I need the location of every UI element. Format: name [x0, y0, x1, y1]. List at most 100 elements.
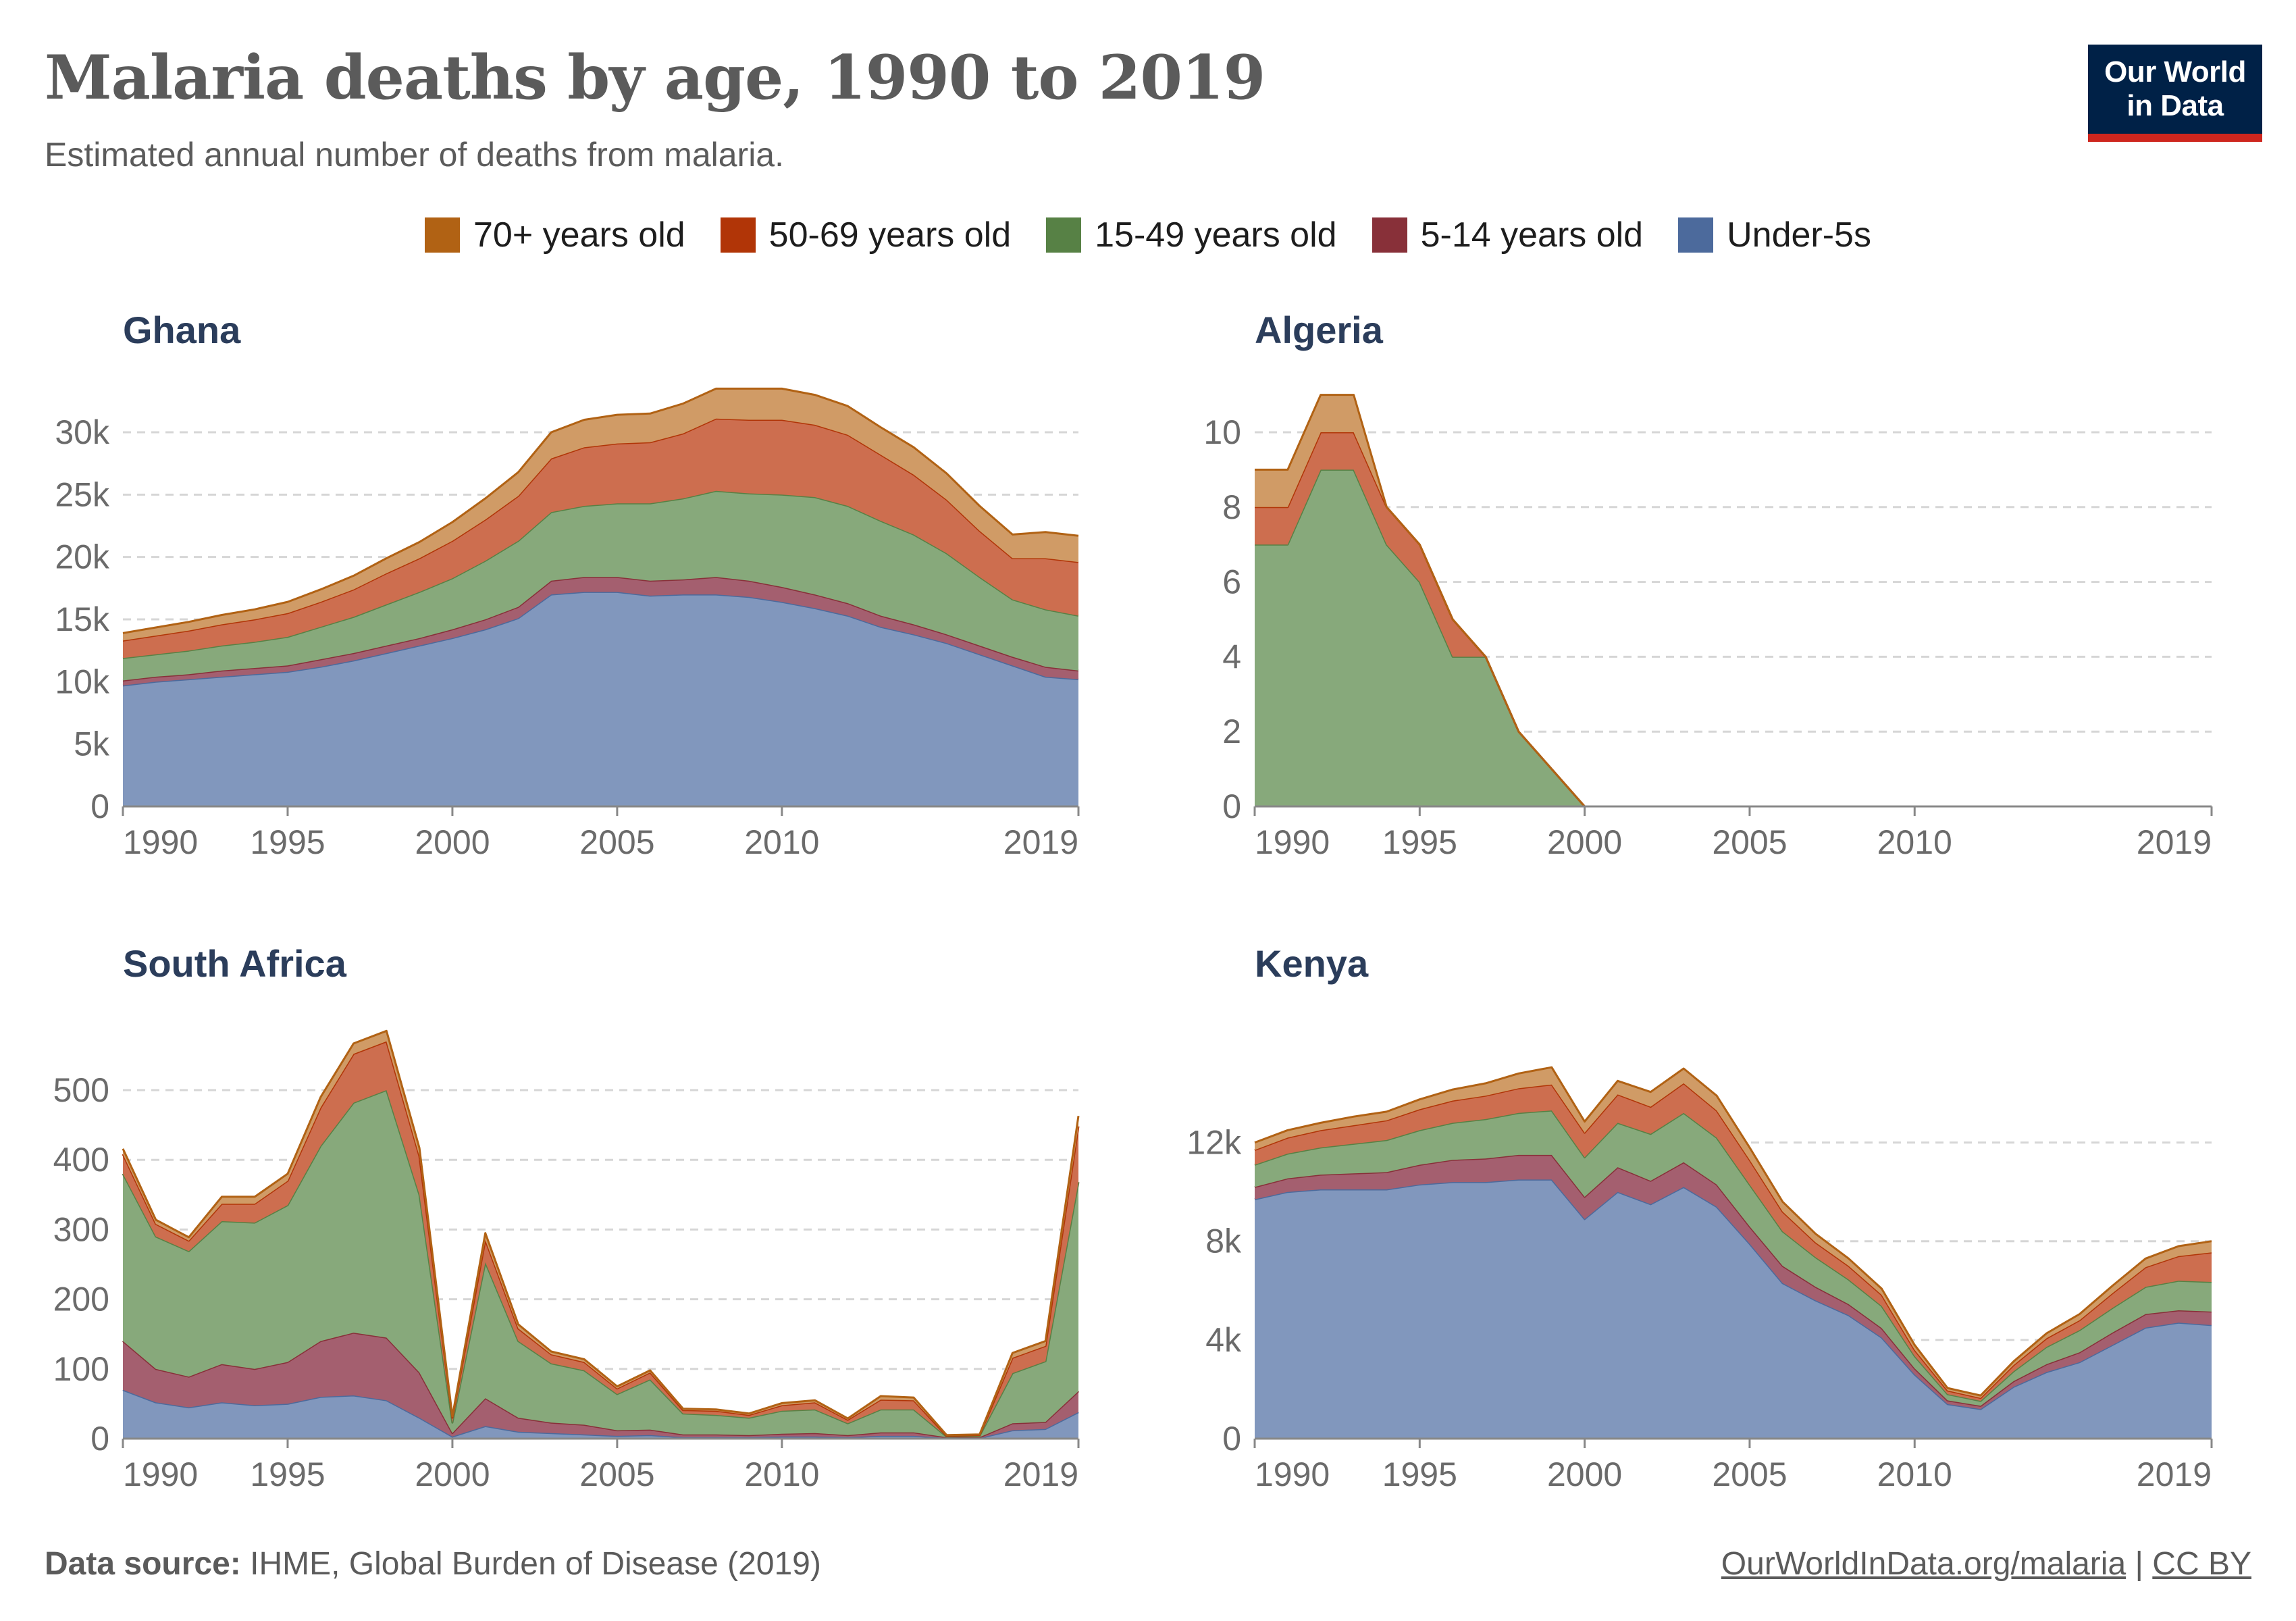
logo-line-1: Our World — [2104, 55, 2246, 88]
y-tick-label-kenya: 4k — [1205, 1321, 1242, 1359]
owid-malaria-link[interactable]: OurWorldInData.org/malaria — [1721, 1546, 2127, 1582]
legend-swatch-50-69 — [720, 217, 756, 253]
legend-item-70-plus[interactable]: 70+ years old — [425, 215, 685, 255]
footer-links: OurWorldInData.org/malaria | CC BY — [1721, 1545, 2251, 1583]
x-tick-label-ghana: 2005 — [579, 823, 654, 861]
y-tick-label-kenya: 12k — [1186, 1124, 1242, 1162]
legend-label-70-plus: 70+ years old — [473, 215, 685, 255]
chart-title: Malaria deaths by age, 1990 to 2019 — [45, 42, 1266, 113]
data-source-text: IHME, Global Burden of Disease (2019) — [250, 1546, 821, 1582]
x-tick-label-algeria: 2019 — [2137, 823, 2212, 861]
y-tick-label-south-africa: 300 — [53, 1210, 109, 1248]
y-tick-label-algeria: 4 — [1222, 638, 1241, 675]
y-tick-label-algeria: 10 — [1203, 413, 1241, 451]
x-tick-label-kenya: 1995 — [1382, 1456, 1457, 1493]
area-under-5s-kenya — [1255, 1179, 2212, 1439]
legend-item-5-14[interactable]: 5-14 years old — [1372, 215, 1643, 255]
x-tick-label-algeria: 2005 — [1712, 823, 1787, 861]
y-tick-label-kenya: 0 — [1222, 1420, 1241, 1458]
y-tick-label-south-africa: 200 — [53, 1281, 109, 1318]
panel-south-africa: South Africa 0 100 200 300 400 500 1990 1995 2000… — [53, 942, 1080, 1493]
y-tick-label-south-africa: 400 — [53, 1141, 109, 1179]
area-under-5s-south-africa — [123, 1389, 1078, 1439]
panel-title-kenya: Kenya — [1255, 942, 1369, 985]
legend-item-under-5[interactable]: Under-5s — [1678, 215, 1871, 255]
owid-logo[interactable]: Our World in Data — [2088, 45, 2262, 142]
y-tick-label-ghana: 15k — [55, 600, 110, 638]
x-tick-label-algeria: 2010 — [1877, 823, 1952, 861]
legend-label-15-49: 15-49 years old — [1095, 215, 1337, 255]
y-tick-label-ghana: 25k — [55, 475, 110, 513]
area-under-5s-ghana — [123, 592, 1078, 806]
x-tick-label-south-africa: 2000 — [415, 1456, 490, 1493]
area-edge-under-5s-south-africa — [122, 1389, 1079, 1439]
area-50-69-algeria — [1255, 432, 2212, 806]
area-50-69-kenya — [1255, 1083, 2212, 1401]
panel-title-algeria: Algeria — [1255, 309, 1384, 351]
legend-label-under-5: Under-5s — [1727, 215, 1871, 255]
x-tick-label-ghana: 1990 — [123, 823, 198, 861]
y-tick-label-ghana: 0 — [90, 788, 109, 825]
x-tick-label-kenya: 2019 — [2137, 1456, 2212, 1493]
data-source: Data source: IHME, Global Burden of Dise… — [45, 1545, 821, 1583]
x-tick-label-ghana: 2010 — [744, 823, 819, 861]
y-tick-label-algeria: 8 — [1222, 488, 1241, 526]
area-50-69-ghana — [123, 418, 1078, 659]
x-tick-label-kenya: 1990 — [1255, 1456, 1330, 1493]
panel-kenya: Kenya 0 4k 8k 12k 1990 1995 2000 2005 2010 2019 — [1186, 942, 2213, 1493]
legend-swatch-15-49 — [1046, 217, 1082, 253]
x-tick-label-kenya: 2000 — [1547, 1456, 1622, 1493]
legend-item-15-49[interactable]: 15-49 years old — [1046, 215, 1337, 255]
area-15-49-algeria — [1255, 469, 2212, 806]
y-tick-label-south-africa: 500 — [53, 1071, 109, 1109]
y-tick-label-ghana: 20k — [55, 538, 110, 576]
legend-item-50-69[interactable]: 50-69 years old — [720, 215, 1012, 255]
license-link[interactable]: CC BY — [2152, 1546, 2251, 1582]
area-5-14-south-africa — [123, 1333, 1078, 1438]
x-tick-label-south-africa: 1990 — [123, 1456, 198, 1493]
y-tick-label-ghana: 5k — [74, 725, 110, 763]
x-tick-label-kenya: 2005 — [1712, 1456, 1787, 1493]
logo-line-2: in Data — [2127, 89, 2224, 122]
area-70-plus-kenya — [1255, 1067, 2212, 1398]
y-tick-label-south-africa: 100 — [53, 1350, 109, 1388]
y-tick-label-algeria: 6 — [1222, 563, 1241, 601]
chart-subtitle: Estimated annual number of deaths from m… — [45, 136, 784, 174]
area-15-49-kenya — [1255, 1110, 2212, 1406]
area-5-14-ghana — [123, 577, 1078, 686]
data-source-label: Data source: — [45, 1546, 241, 1582]
area-edge-70-plus-ghana — [122, 387, 1079, 634]
y-tick-label-algeria: 0 — [1222, 788, 1241, 825]
area-70-plus-ghana — [123, 388, 1078, 641]
x-tick-label-kenya: 2010 — [1877, 1456, 1952, 1493]
y-tick-label-south-africa: 0 — [90, 1420, 109, 1458]
legend-swatch-70-plus — [425, 217, 461, 253]
x-tick-label-south-africa: 2019 — [1003, 1456, 1078, 1493]
footer-separator: | — [2135, 1546, 2143, 1582]
x-tick-label-south-africa: 1995 — [250, 1456, 325, 1493]
x-tick-label-algeria: 1995 — [1382, 823, 1457, 861]
y-tick-label-ghana: 10k — [55, 663, 110, 700]
panel-title-south-africa: South Africa — [123, 942, 347, 985]
legend-label-50-69: 50-69 years old — [768, 215, 1012, 255]
x-tick-label-ghana: 2019 — [1003, 823, 1078, 861]
x-tick-label-algeria: 2000 — [1547, 823, 1622, 861]
area-edge-70-plus-south-africa — [122, 1029, 1080, 1437]
x-tick-label-south-africa: 2005 — [579, 1456, 654, 1493]
panel-title-ghana: Ghana — [123, 309, 241, 351]
panel-ghana: Ghana 0 5k 10k 15k 20k 25k 30k 1990 1995 2000 2005 2… — [55, 309, 1080, 861]
y-tick-label-algeria: 2 — [1222, 713, 1241, 750]
legend-swatch-under-5 — [1678, 217, 1714, 253]
area-edge-70-plus-kenya — [1254, 1066, 2212, 1397]
y-tick-label-ghana: 30k — [55, 413, 110, 451]
panel-algeria: Algeria 0 2 4 6 8 10 1990 1995 2000 2005 2010 2019 — [1203, 309, 2213, 861]
legend-swatch-5-14 — [1372, 217, 1407, 253]
x-tick-label-ghana: 2000 — [415, 823, 490, 861]
legend: 70+ years old 50-69 years old 15-49 year… — [0, 215, 2296, 255]
x-tick-label-algeria: 1990 — [1255, 823, 1330, 861]
x-tick-label-ghana: 1995 — [250, 823, 325, 861]
x-tick-label-south-africa: 2010 — [744, 1456, 819, 1493]
area-15-49-ghana — [123, 490, 1078, 681]
area-15-49-south-africa — [123, 1090, 1078, 1437]
